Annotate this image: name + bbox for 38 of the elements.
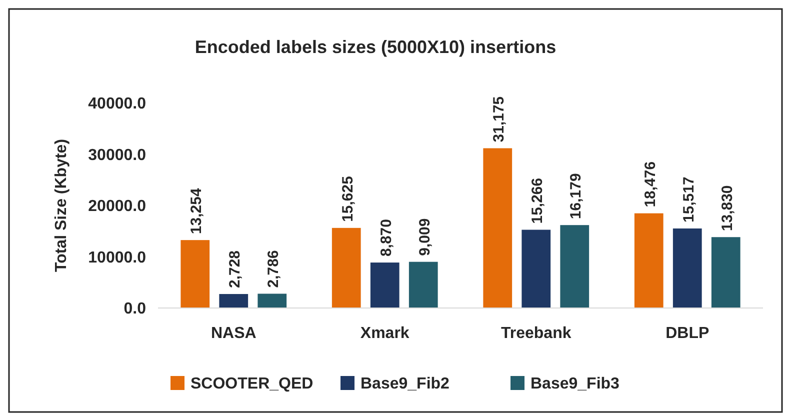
bar: [634, 213, 664, 308]
bar: [332, 228, 361, 308]
data-label: 15,517: [680, 176, 698, 222]
y-tick-label: 20000.0: [88, 198, 146, 216]
data-label: 2,728: [226, 250, 244, 288]
y-tick-label: 30000.0: [88, 146, 146, 164]
data-label: 15,625: [339, 176, 356, 222]
data-label: 13,254: [188, 188, 206, 234]
data-label: 9,009: [416, 218, 434, 256]
bar: [408, 262, 438, 308]
bar: [672, 228, 702, 308]
data-label: 15,266: [529, 178, 546, 224]
legend-label: Base9_Fib3: [530, 376, 620, 393]
data-label: 2,786: [265, 250, 282, 288]
x-tick-label: Xmark: [360, 325, 410, 342]
y-axis-title: Total Size (Kbyte): [53, 138, 70, 272]
legend-label: Base9_Fib2: [360, 376, 450, 393]
bar: [180, 240, 210, 308]
x-tick-label: Treebank: [500, 325, 572, 342]
bar: [711, 237, 740, 308]
x-tick-label: DBLP: [666, 325, 710, 342]
bar: [483, 148, 512, 308]
data-label: 8,870: [378, 218, 395, 257]
y-tick-label: 10000.0: [88, 249, 146, 266]
y-tick-label: 40000.0: [88, 96, 146, 113]
y-tick-label: 0.0: [124, 300, 146, 318]
data-label: 13,830: [718, 185, 736, 232]
bar: [258, 294, 287, 308]
data-label: 16,179: [568, 173, 585, 220]
bar: [560, 225, 590, 308]
bar: [219, 294, 248, 308]
bar: [370, 262, 400, 308]
x-tick-label: NASA: [210, 325, 257, 342]
legend-label: SCOOTER_QED: [190, 376, 314, 393]
data-label: 31,175: [490, 96, 508, 142]
data-label: 18,476: [642, 161, 659, 208]
bar: [522, 230, 551, 308]
chart-title: Encoded labels sizes (5000X10) insertions: [194, 37, 556, 57]
